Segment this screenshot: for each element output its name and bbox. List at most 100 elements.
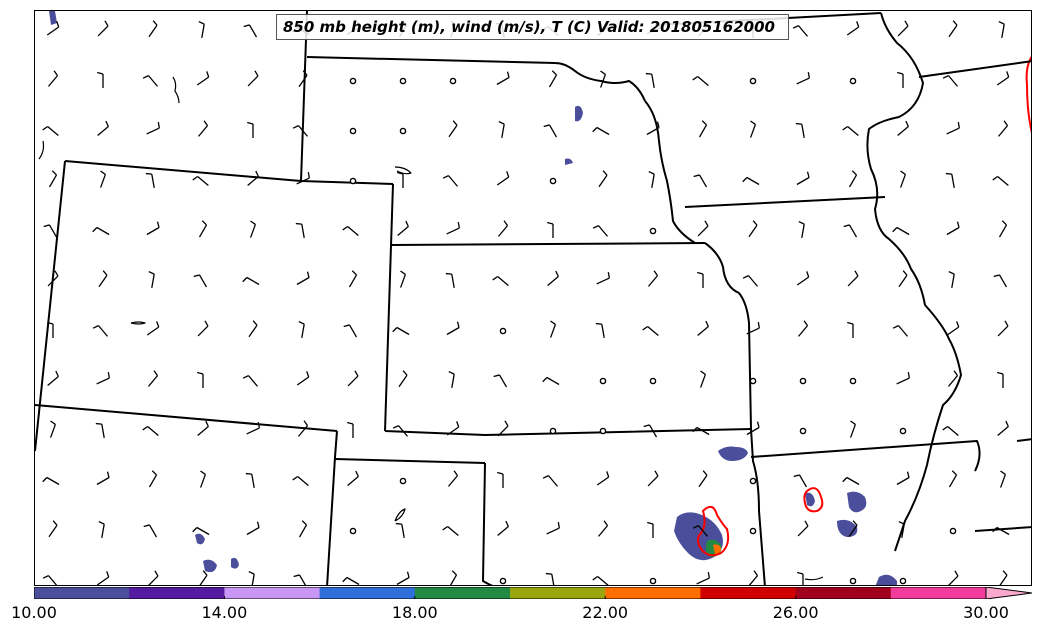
wind-barb-icon [848,520,858,538]
calm-circle-icon [599,377,607,385]
wind-barb-icon [849,420,857,438]
colorbar-bin [224,587,321,599]
wind-barb-icon [497,471,504,488]
wind-barb-icon [896,372,910,385]
wind-barb-icon [998,220,1008,238]
wind-barb-icon [392,425,408,437]
calm-circle-icon [449,77,457,85]
wind-barb-icon [193,274,208,288]
wind-barb-icon [847,321,854,338]
wind-barb-icon [142,425,159,436]
wind-barb-icon [192,526,210,536]
wind-barb-icon [997,420,1009,436]
wind-barb-icon [243,24,258,38]
wind-barb-icon [797,571,804,585]
wind-barb-icon [998,20,1005,39]
wind-barb-icon [245,472,255,489]
wind-barb-icon [646,121,660,136]
wind-barb-icon [543,124,558,138]
boundary-nm-ok [326,430,338,585]
wind-barb-icon [292,125,308,137]
wind-barb-icon [645,72,655,89]
wind-barb-icon [145,172,155,189]
wind-barb-icon [197,420,209,436]
wind-barb-icon [42,125,59,136]
wind-barb-icon [699,370,707,388]
colorbar-bin [129,587,225,599]
boundary-ia-mo [684,196,886,208]
wind-barb-icon [198,120,209,137]
wind-barb-icon [948,20,958,38]
wind-barb-icon [198,20,205,39]
wind-barb-icon [842,476,860,486]
wind-barb-icon [246,521,260,536]
wind-barb-icon [48,520,58,538]
calm-circle-icon [849,77,857,85]
wind-barb-icon [497,420,509,437]
wind-barb-icon [396,571,410,585]
wind-barb-icon [648,170,655,189]
wind-barb-icon [798,320,809,337]
wind-barb-icon [298,70,308,88]
lake-feature-1 [172,76,180,104]
colorbar-tick-label: 26.00 [772,603,819,622]
colorbar-bin [795,587,892,599]
wind-barb-icon [196,71,210,86]
wind-barb-icon [47,270,59,287]
wind-barb-icon [595,322,605,339]
wind-barb-icon [47,321,54,338]
map-canvas [35,11,1031,585]
wind-barb-icon [892,226,910,236]
wind-barb-icon [146,122,160,135]
calm-circle-icon [899,577,907,585]
wind-barb-icon [343,324,358,338]
wind-barb-icon [547,270,559,286]
wind-barb-icon [898,270,908,288]
plot-title: 850 mb height (m), wind (m/s), T (C) Val… [276,14,789,40]
wind-barb-icon [397,220,409,236]
shade-blob-northwest [49,11,57,25]
wind-barb-icon [598,520,609,537]
wind-barb-icon [46,21,60,36]
wind-barb-icon [899,170,907,188]
wind-barb-icon [948,470,958,488]
wind-barb-icon [746,421,760,436]
wind-barb-icon [946,122,960,135]
contour-se-oklahoma [697,505,730,557]
wind-barb-icon [96,372,110,385]
state-boundaries [35,11,1031,585]
wind-barb-icon [992,526,1010,536]
lake-feature-4 [394,508,406,522]
wind-barb-icon [95,422,105,439]
boundary-tx-panhandle-top [334,458,486,464]
colorbar-bin [319,587,416,599]
wind-barb-icon [296,371,310,386]
calm-circle-icon [849,577,857,585]
temperature-contours [697,56,1031,557]
wind-barb-icon [596,272,610,285]
wind-barb-icon [97,120,109,136]
wind-barb-icon [293,574,307,585]
wind-barb-icon [643,424,658,438]
wind-barb-icon [247,121,254,138]
wind-barb-icon [942,425,959,436]
shade-blob-se-oklahoma-core [713,544,721,554]
wind-barb-icon [99,170,107,188]
boundary-mo-ar [750,440,981,472]
wind-barb-icon [342,576,360,585]
boundary-wy-co [64,160,394,185]
colorbar-tick-label: 18.00 [391,603,438,622]
wind-barb-icon [948,370,959,387]
colorbar-bin [605,587,701,599]
shade-blob-nebraska [565,105,583,165]
wind-barb-icon [748,220,758,238]
wind-barb-icon [542,376,560,386]
boundary-missouri-river [644,100,696,244]
wind-barb-icon [642,325,659,336]
shade-blob-arkansas-border [718,446,748,461]
calm-circle-icon [799,427,807,435]
wind-barb-icon [692,525,708,537]
wind-barb-icon [392,326,410,336]
wind-barb-icon [897,120,909,136]
wind-barb-icon [445,272,455,289]
